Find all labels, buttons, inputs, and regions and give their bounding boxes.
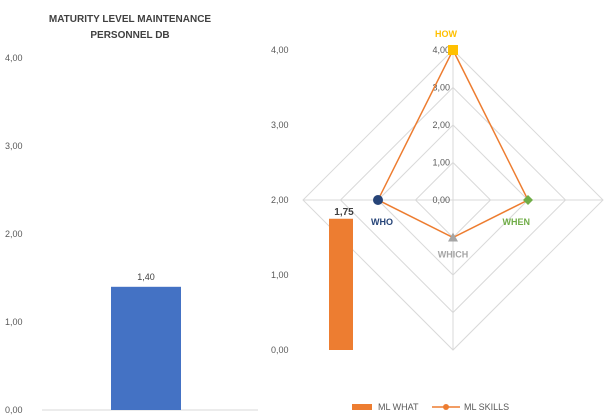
left-y-tick-label: 0,00 — [5, 405, 23, 415]
radar-series: HOW WHEN WHICH WHO — [371, 29, 533, 260]
radar-ring-label: 3,00 — [432, 83, 450, 93]
left-chart-title-line2: PERSONNEL DB — [90, 30, 169, 41]
left-bars: 1,40 — [111, 272, 181, 410]
radar-axis-label-which: WHICH — [438, 250, 469, 260]
right-bar-ml-what — [329, 218, 353, 350]
left-y-tick-label: 4,00 — [5, 53, 23, 63]
left-y-tick-label: 2,00 — [5, 229, 23, 239]
left-bar — [111, 286, 181, 410]
radar-ring-label: 0,00 — [432, 195, 450, 205]
right-y-tick-label: 1,00 — [271, 270, 289, 280]
radar-axis-label-who: WHO — [371, 217, 393, 227]
radar-ring-label: 4,00 — [432, 45, 450, 55]
right-bars: 1,75 — [329, 207, 354, 350]
right-y-tick-label: 3,00 — [271, 120, 289, 130]
legend-swatch-ml-what — [352, 404, 372, 410]
left-chart-title-line1: MATURITY LEVEL MAINTENANCE — [49, 14, 212, 25]
legend-label-ml-what: ML WHAT — [378, 402, 419, 412]
left-y-tick-label: 3,00 — [5, 141, 23, 151]
radar-marker-who — [373, 195, 383, 205]
left-y-tick-label: 1,00 — [5, 317, 23, 327]
right-y-tick-label: 0,00 — [271, 345, 289, 355]
right-bar-value-label: 1,75 — [334, 207, 354, 218]
right-y-tick-label: 2,00 — [271, 195, 289, 205]
right-y-axis: 0,00 1,00 2,00 3,00 4,00 — [271, 45, 289, 355]
radar-ring-label: 1,00 — [432, 158, 450, 168]
radar-marker-how — [448, 45, 458, 55]
left-bar-value-label: 1,40 — [137, 272, 155, 282]
radar-ring-label: 2,00 — [432, 120, 450, 130]
radar-marker-which — [448, 232, 458, 242]
legend-marker-ml-skills — [443, 404, 449, 410]
radar-axis-label-when: WHEN — [503, 217, 531, 227]
legend: ML WHAT ML SKILLS — [352, 402, 509, 412]
right-y-tick-label: 4,00 — [271, 45, 289, 55]
legend-label-ml-skills: ML SKILLS — [464, 402, 509, 412]
radar-axis-label-how: HOW — [435, 29, 458, 39]
radar-marker-when — [523, 195, 533, 205]
